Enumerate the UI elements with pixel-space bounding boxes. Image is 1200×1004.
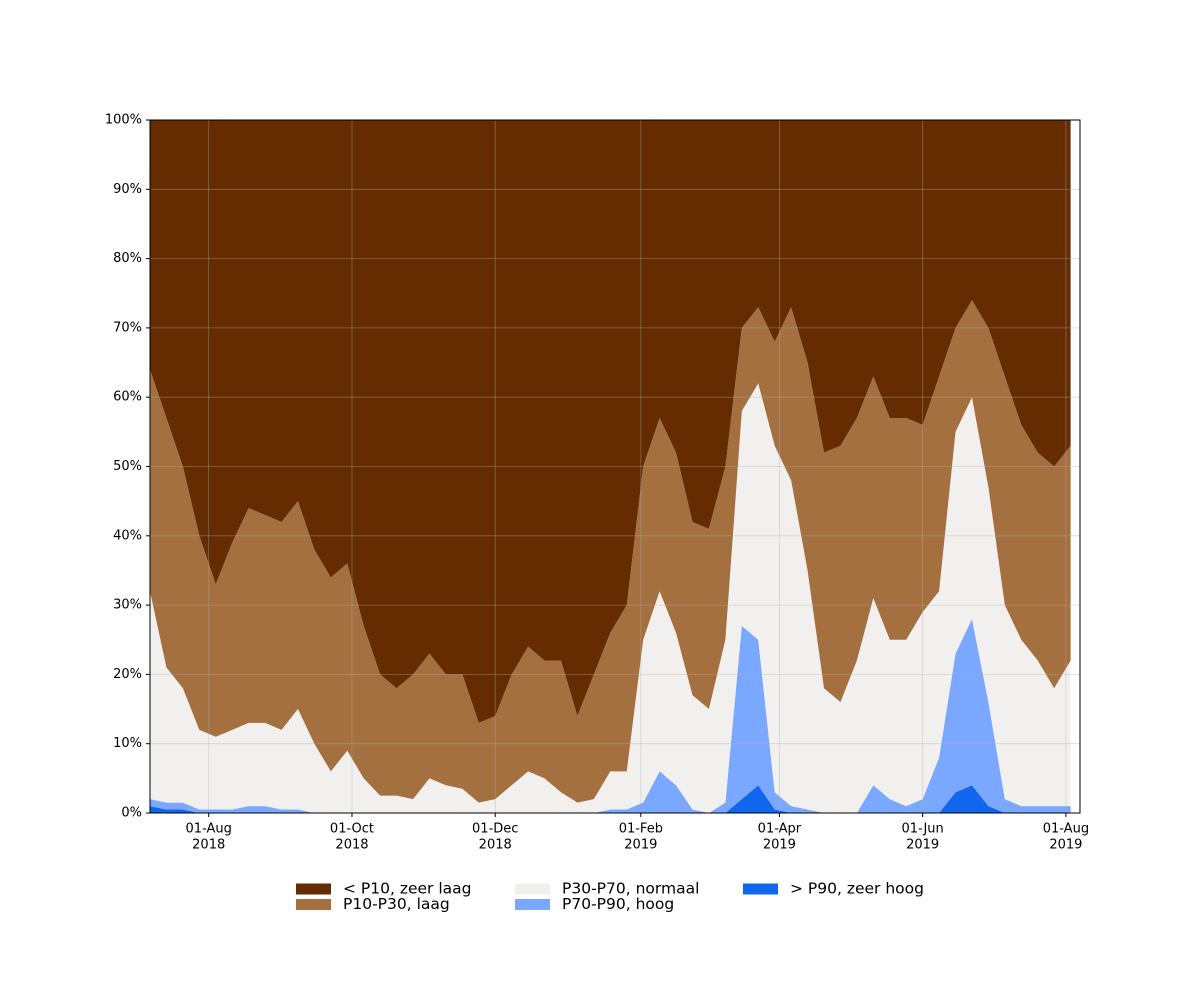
y-tick-label: 90%: [113, 182, 142, 197]
x-tick-label: 2019: [1049, 838, 1082, 853]
x-tick-label: 2019: [763, 838, 796, 853]
x-tick-label: 2019: [624, 838, 657, 853]
y-tick-label: 50%: [113, 459, 142, 474]
legend-label: P10-P30, laag: [343, 895, 450, 913]
area: [150, 300, 1071, 803]
legend-swatch: [515, 899, 550, 910]
x-tick-label: 01-Oct: [330, 822, 374, 837]
x-tick-label: 2019: [906, 838, 939, 853]
legend-swatch: [743, 883, 778, 895]
area: [150, 383, 1071, 813]
y-tick-label: 20%: [113, 667, 142, 682]
x-tick-label: 01-Jun: [902, 822, 944, 837]
y-tick-label: 80%: [113, 251, 142, 266]
y-tick-label: 30%: [113, 598, 142, 613]
legend-label: < P10, zeer laag: [343, 880, 472, 898]
x-tick-label: 2018: [479, 838, 512, 853]
y-tick-label: 10%: [113, 736, 142, 751]
x-tick-label: 01-Feb: [619, 822, 663, 837]
y-tick-label: 60%: [113, 390, 142, 405]
area: [150, 120, 1071, 723]
area: [150, 785, 1071, 813]
y-tick-label: 40%: [113, 528, 142, 543]
x-tick-label: 01-Aug: [186, 822, 232, 837]
area: [150, 618, 1071, 813]
x-tick-label: 01-Apr: [758, 822, 802, 837]
legend-swatch: [515, 883, 550, 895]
x-tick-label: 01-Dec: [472, 822, 518, 837]
legend-label: P70-P90, hoog: [562, 895, 674, 913]
legend-swatch: [296, 883, 331, 895]
x-tick-label: 2018: [192, 838, 225, 853]
legend-label: P30-P70, normaal: [562, 880, 699, 898]
x-tick-label: 01-Aug: [1043, 822, 1089, 837]
x-tick-label: 2018: [335, 838, 368, 853]
y-tick-label: 70%: [113, 320, 142, 335]
legend-swatch: [296, 899, 331, 910]
plot-frame: [149, 119, 1081, 814]
y-tick-label: 0%: [121, 806, 142, 821]
y-tick-label: 100%: [105, 113, 142, 128]
legend-label: > P90, zeer hoog: [790, 880, 924, 898]
